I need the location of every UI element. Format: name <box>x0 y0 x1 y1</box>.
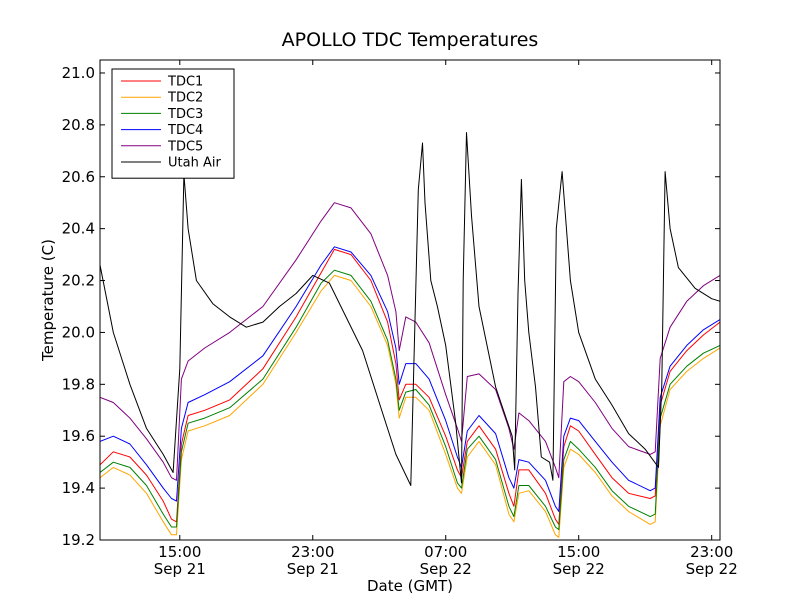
series-line-tdc3 <box>100 269 720 531</box>
legend-box <box>111 68 235 179</box>
series-line-tdc2 <box>100 274 720 538</box>
x-tick-label-date: Sep 22 <box>553 560 605 578</box>
y-tick-label: 20.6 <box>62 168 95 186</box>
y-tick-label: 20.2 <box>62 272 95 290</box>
series-layer <box>100 132 720 538</box>
x-axis-label: Date (GMT) <box>367 577 453 595</box>
y-tick-label: 20.4 <box>62 220 95 238</box>
chart-title: APOLLO TDC Temperatures <box>282 29 539 51</box>
plot-frame <box>99 59 721 541</box>
y-tick-label: 19.2 <box>62 531 95 549</box>
legend-label: TDC3 <box>167 107 203 122</box>
y-tick-label: 21.0 <box>62 64 95 82</box>
ticks-layer: 19.2 19.4 19.6 19.8 20.0 20.2 20.4 20.6 20.8 21.0… <box>62 60 738 578</box>
x-tick-label-time: 15:00 <box>557 543 600 561</box>
x-tick-label-time: 23:00 <box>690 543 733 561</box>
series-line-tdc1 <box>100 248 720 525</box>
x-tick-label-time: 07:00 <box>424 543 467 561</box>
legend-label: TDC1 <box>167 75 203 90</box>
x-tick-label-time: 15:00 <box>158 543 201 561</box>
y-tick-label: 19.6 <box>62 427 95 445</box>
x-tick-label-date: Sep 22 <box>686 560 738 578</box>
x-tick-label-date: Sep 22 <box>420 560 472 578</box>
y-axis-label: Temperature (C) <box>39 239 57 362</box>
x-tick-label-date: Sep 21 <box>287 560 339 578</box>
legend-label: TDC2 <box>167 91 203 106</box>
series-line-tdc5 <box>100 202 720 481</box>
y-tick-label: 20.8 <box>62 116 95 134</box>
legend-label: TDC4 <box>167 123 203 138</box>
x-tick-label-date: Sep 21 <box>154 560 206 578</box>
legend-label: Utah Air <box>168 156 221 171</box>
y-tick-label: 20.0 <box>62 323 95 341</box>
y-tick-label: 19.4 <box>62 479 95 497</box>
x-tick-label-time: 23:00 <box>291 543 334 561</box>
series-line-utah-air <box>100 132 720 486</box>
series-line-tdc4 <box>100 246 720 512</box>
y-tick-label: 19.8 <box>62 375 95 393</box>
legend-label: TDC5 <box>167 139 203 154</box>
